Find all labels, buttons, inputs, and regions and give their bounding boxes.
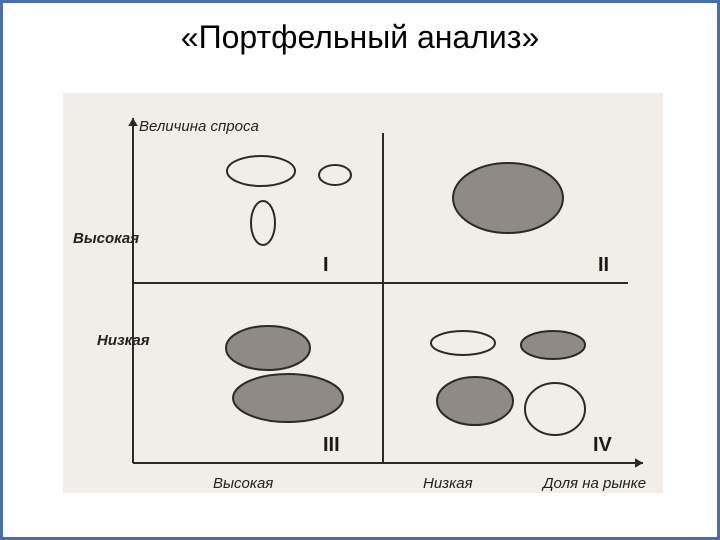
svg-text:III: III xyxy=(323,434,340,456)
page-title: «Портфельный анализ» xyxy=(3,3,717,56)
chart-area: IIIIIIIVВеличина спросаВысокаяНизкаяВысо… xyxy=(63,93,663,513)
slide-frame: «Портфельный анализ» IIIIIIIVВеличина сп… xyxy=(0,0,720,540)
svg-text:Высокая: Высокая xyxy=(73,230,139,247)
svg-text:II: II xyxy=(598,254,609,276)
bubble-matrix-chart: IIIIIIIVВеличина спросаВысокаяНизкаяВысо… xyxy=(63,93,663,513)
svg-text:Доля на рынке: Доля на рынке xyxy=(541,475,646,492)
svg-text:Высокая: Высокая xyxy=(213,475,273,492)
svg-text:IV: IV xyxy=(593,434,613,456)
svg-text:I: I xyxy=(323,254,329,276)
svg-text:Низкая: Низкая xyxy=(423,475,473,492)
svg-text:Величина спроса: Величина спроса xyxy=(139,118,259,135)
svg-text:Низкая: Низкая xyxy=(97,332,150,349)
